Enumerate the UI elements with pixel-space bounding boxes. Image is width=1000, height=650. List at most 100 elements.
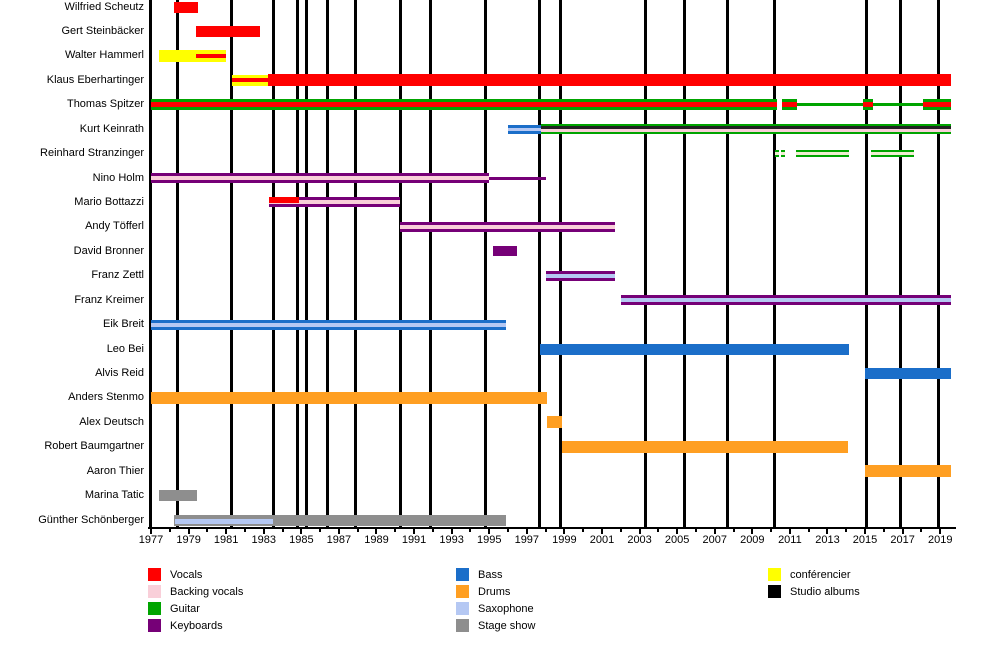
- axis-minor-tick: [845, 529, 848, 532]
- timeline-bar: [865, 367, 952, 379]
- bar-stripe-keyboards: [269, 204, 400, 208]
- legend-label: Saxophone: [478, 602, 534, 615]
- axis-major-tick: [300, 529, 303, 534]
- axis-minor-tick: [544, 529, 547, 532]
- bar-stripe-vocals: [923, 102, 952, 108]
- timeline-bar: [508, 124, 541, 134]
- bar-stripe-drums: [561, 440, 849, 453]
- axis-minor-tick: [619, 529, 622, 532]
- legend-swatch-vocals: [148, 568, 161, 581]
- bar-stripe-saxophone: [620, 298, 952, 303]
- bar-stripe-keyboards: [489, 176, 546, 180]
- bar-stripe-guitar: [151, 99, 777, 103]
- axis-major-tick: [751, 529, 754, 534]
- studio-album-line: [326, 0, 330, 527]
- axis-major-tick: [939, 529, 942, 534]
- bar-stripe-guitar: [863, 107, 873, 111]
- legend-swatch-stage_show: [456, 619, 469, 632]
- legend-swatch-conferencier: [768, 568, 781, 581]
- axis-minor-tick: [319, 529, 322, 532]
- axis-minor-tick: [243, 529, 246, 532]
- axis-year-label: 2019: [927, 534, 953, 546]
- member-label: Eik Breit: [103, 318, 144, 331]
- legend-item-keyboards: Keyboards: [148, 619, 223, 632]
- bar-stripe-drums: [547, 416, 562, 429]
- timeline-bar: [159, 490, 198, 502]
- studio-album-line: [354, 0, 358, 527]
- axis-major-tick: [488, 529, 491, 534]
- timeline-bar: [196, 53, 227, 58]
- bar-stripe-pale: [780, 152, 786, 156]
- plot-area: Wilfried Scheutz Gert Steinbäcker Walter H…: [38, 0, 956, 546]
- member-label: Alvis Reid: [95, 366, 144, 379]
- member-label: Gert Steinbäcker: [61, 24, 144, 37]
- bar-stripe-drums: [865, 465, 952, 478]
- axis-major-tick: [337, 529, 340, 534]
- member-label: Reinhard Stranzinger: [40, 147, 144, 160]
- axis-year-label: 2001: [589, 534, 615, 546]
- timeline-bar: [231, 74, 269, 86]
- bar-stripe-guitar: [923, 107, 952, 111]
- legend-item-conferencier: conférencier: [768, 568, 851, 581]
- axis-year-label: 1977: [138, 534, 164, 546]
- timeline-bar: [151, 99, 777, 111]
- member-label: Nino Holm: [92, 171, 144, 184]
- bar-stripe-keyboards: [269, 197, 400, 201]
- timeline-bar: [863, 99, 873, 111]
- bar-stripe-guitar: [872, 103, 924, 107]
- timeline-bar: [151, 391, 548, 404]
- bar-stripe-bass: [151, 326, 507, 330]
- axis-minor-tick: [469, 529, 472, 532]
- studio-album-line: [399, 0, 403, 527]
- axis-year-label: 1993: [439, 534, 464, 546]
- timeline-bar: [923, 99, 952, 111]
- bar-stripe-guitar: [797, 103, 864, 107]
- bar-stripe-stage_show: [173, 514, 507, 526]
- timeline-bar: [151, 319, 507, 330]
- bar-stripe-keyboards: [151, 180, 490, 183]
- legend-item-drums: Drums: [456, 585, 510, 598]
- legend-label: Backing vocals: [170, 585, 244, 598]
- bar-stripe-guitar: [774, 155, 779, 158]
- bar-stripe-guitar: [795, 150, 850, 153]
- bar-stripe-vocals: [231, 78, 269, 83]
- timeline-bar: [620, 295, 952, 306]
- bar-stripe-backing_vocals: [269, 200, 400, 205]
- member-label: Thomas Spitzer: [66, 98, 144, 111]
- bar-stripe-drums: [151, 391, 548, 404]
- bar-stripe-guitar: [795, 155, 850, 158]
- timeline-bar: [545, 270, 616, 281]
- timeline-bar: [151, 173, 490, 183]
- bar-stripe-backing_vocals: [151, 176, 490, 180]
- timeline-bar: [269, 197, 400, 208]
- axis-year-label: 2015: [852, 534, 878, 546]
- axis-minor-tick: [206, 529, 209, 532]
- bar-stripe-saxophone: [545, 273, 616, 278]
- axis-major-tick: [150, 529, 152, 534]
- legend-item-bass: Bass: [456, 568, 502, 581]
- legend-label: conférencier: [790, 568, 851, 581]
- axis-minor-tick: [770, 529, 773, 532]
- bar-stripe-keyboards: [620, 302, 952, 306]
- bar-stripe-guitar: [923, 99, 952, 103]
- bar-stripe-guitar: [774, 150, 779, 153]
- studio-album-line: [271, 0, 275, 527]
- axis-year-label: 2017: [890, 534, 915, 546]
- legend-label: Studio albums: [790, 585, 860, 598]
- axis-major-tick: [864, 529, 867, 534]
- timeline-bar: [561, 440, 849, 453]
- bar-stripe-dark: [540, 126, 952, 130]
- bar-stripe-vocals: [268, 74, 952, 87]
- timeline-bar: [158, 49, 227, 62]
- legend-item-stage_show: Stage show: [456, 619, 535, 632]
- member-label: Klaus Eberhartinger: [46, 73, 144, 86]
- timeline-bar: [173, 1, 198, 13]
- legend-label: Vocals: [170, 568, 203, 581]
- member-label: Walter Hammerl: [64, 49, 144, 62]
- legend-label: Drums: [478, 585, 511, 598]
- y-axis-line: [149, 0, 152, 529]
- axis-major-tick: [788, 529, 791, 534]
- studio-album-line: [305, 0, 309, 527]
- bar-stripe-keyboards: [545, 277, 616, 281]
- member-label: Aaron Thier: [86, 464, 144, 477]
